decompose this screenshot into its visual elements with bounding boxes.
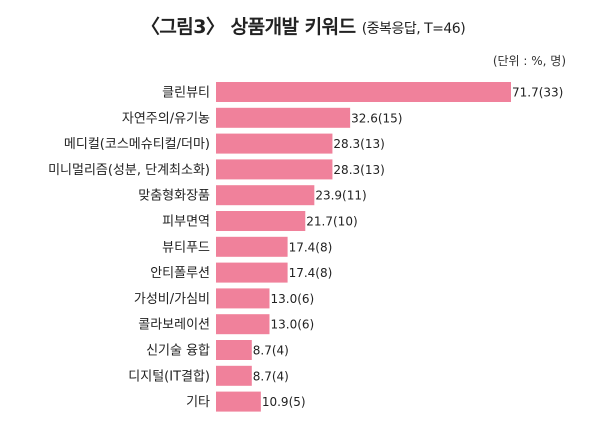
category-label: 피부면역 — [162, 215, 210, 230]
category-label: 안티폴루션 — [150, 266, 210, 281]
chart-title-main: 〈그림3〉 상품개발 키워드 — [140, 16, 356, 38]
value-label: 32.6(15) — [351, 111, 402, 125]
category-label: 미니멀리즘(성분, 단계최소화) — [48, 163, 210, 178]
value-label: 10.9(5) — [262, 395, 306, 409]
chart-title: 〈그림3〉 상품개발 키워드 (중복응답, T=46) — [0, 12, 606, 39]
bar — [216, 236, 288, 257]
category-label: 디지털(IT결합) — [128, 369, 210, 384]
category-label: 기타 — [186, 395, 210, 410]
value-label: 17.4(8) — [289, 240, 333, 254]
bar — [216, 211, 306, 231]
value-label: 23.9(11) — [315, 189, 366, 203]
category-label: 메디컬(코스메슈티컬/더마) — [64, 137, 210, 152]
value-label: 8.7(4) — [253, 369, 289, 383]
category-label: 신기술 융합 — [146, 344, 210, 359]
bar — [216, 82, 511, 102]
category-label: 뷰티푸드 — [162, 240, 210, 255]
chart-subtitle: (중복응답, T=46) — [361, 21, 466, 37]
bar — [216, 365, 252, 386]
bar — [216, 133, 333, 154]
value-label: 21.7(10) — [306, 215, 357, 229]
bar — [216, 107, 351, 128]
category-label: 가성비/가심비 — [134, 292, 210, 307]
category-label: 콜라보레이션 — [138, 318, 210, 333]
value-label: 13.0(6) — [270, 318, 314, 332]
unit-note: (단위 : %, 명) — [492, 54, 566, 68]
value-label: 28.3(13) — [333, 137, 384, 151]
bar — [216, 314, 270, 335]
value-label: 28.3(13) — [333, 163, 384, 177]
category-label: 클린뷰티 — [162, 86, 210, 101]
value-label: 13.0(6) — [270, 292, 314, 306]
bar — [216, 288, 270, 309]
category-label: 자연주의/유기농 — [122, 111, 210, 126]
bar — [216, 185, 315, 206]
category-label: 맞춤형화장품 — [138, 189, 210, 204]
value-label: 17.4(8) — [289, 266, 333, 280]
value-label: 8.7(4) — [253, 344, 289, 358]
bar — [216, 391, 261, 412]
value-label: 71.7(33) — [512, 86, 563, 100]
bar — [216, 159, 333, 180]
bar — [216, 340, 252, 360]
bar — [216, 262, 288, 283]
